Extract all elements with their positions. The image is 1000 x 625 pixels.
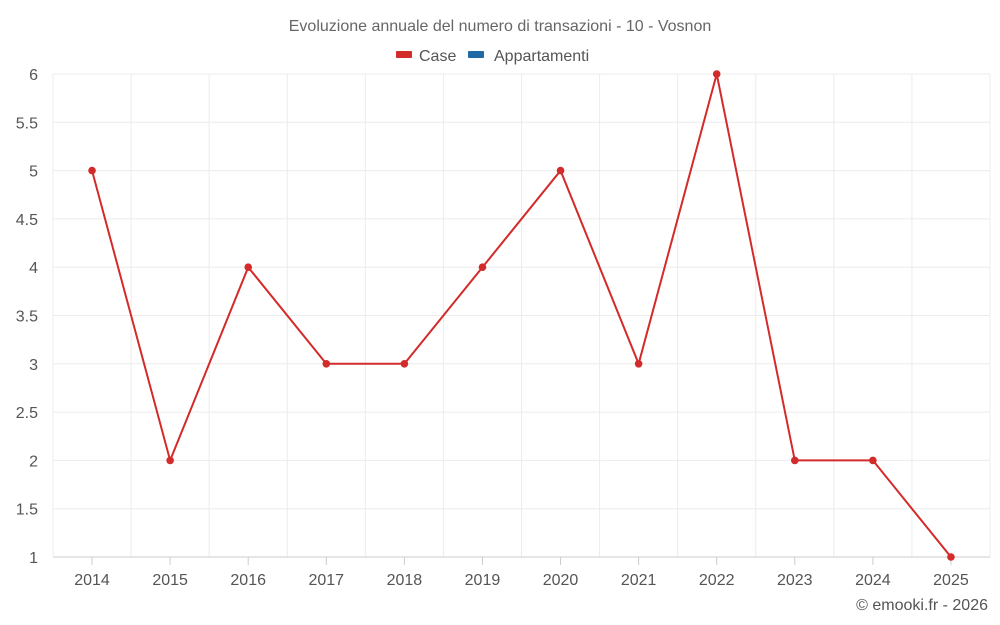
data-point-case[interactable] xyxy=(400,360,409,368)
x-tick-label: 2016 xyxy=(230,572,266,589)
x-tick-label: 2015 xyxy=(152,572,188,589)
y-tick-label: 2 xyxy=(29,453,38,470)
x-tick-label: 2014 xyxy=(74,572,110,589)
gridlines xyxy=(52,73,991,558)
y-tick-label: 1 xyxy=(29,550,38,567)
data-point-case[interactable] xyxy=(166,456,174,465)
data-point-case[interactable] xyxy=(790,456,799,465)
data-point-case[interactable] xyxy=(478,263,487,272)
series xyxy=(88,70,955,561)
data-point-case[interactable] xyxy=(947,553,955,561)
data-point-case[interactable] xyxy=(634,360,643,368)
chart-title: Evoluzione annuale del numero di transaz… xyxy=(289,18,712,35)
y-tick-label: 1.5 xyxy=(16,502,38,519)
legend: Case Appartamenti xyxy=(396,48,589,65)
legend-label-case: Case xyxy=(419,48,456,65)
y-tick-label: 5.5 xyxy=(16,115,38,132)
y-tick-label: 3.5 xyxy=(16,309,38,326)
legend-swatch-appartamenti xyxy=(468,51,484,58)
y-tick-label: 5 xyxy=(29,164,38,181)
y-tick-label: 4.5 xyxy=(16,212,38,229)
y-tick-label: 4 xyxy=(29,260,38,277)
x-tick-label: 2021 xyxy=(621,572,657,589)
legend-item-case[interactable]: Case xyxy=(396,48,456,65)
data-point-case[interactable] xyxy=(244,263,253,272)
legend-item-appartamenti[interactable]: Appartamenti xyxy=(468,48,589,65)
x-tick-label: 2017 xyxy=(308,572,344,589)
x-tick-label: 2022 xyxy=(699,572,735,589)
x-tick-label: 2020 xyxy=(543,572,579,589)
legend-label-appartamenti: Appartamenti xyxy=(494,48,589,65)
x-tick-label: 2023 xyxy=(777,572,813,589)
axes: 1 1.5 2 2.5 3 3.5 4 4.5 5 5.5 6 2014 2015 2016 2017 201… xyxy=(16,67,990,589)
y-tick-label: 2.5 xyxy=(16,405,38,422)
data-point-case[interactable] xyxy=(556,166,565,175)
x-tick-label: 2019 xyxy=(465,572,501,589)
x-tick-label: 2018 xyxy=(387,572,423,589)
legend-swatch-case xyxy=(396,51,412,58)
data-point-case[interactable] xyxy=(869,456,877,465)
x-tick-label: 2025 xyxy=(933,572,969,589)
series-line-case xyxy=(91,73,952,558)
credit-text: © emooki.fr - 2026 xyxy=(856,597,988,614)
data-point-case[interactable] xyxy=(88,166,96,175)
y-tick-label: 3 xyxy=(29,357,38,374)
x-tick-label: 2024 xyxy=(855,572,891,589)
y-tick-label: 6 xyxy=(29,67,38,84)
data-point-case[interactable] xyxy=(712,70,721,78)
data-point-case[interactable] xyxy=(322,360,331,368)
